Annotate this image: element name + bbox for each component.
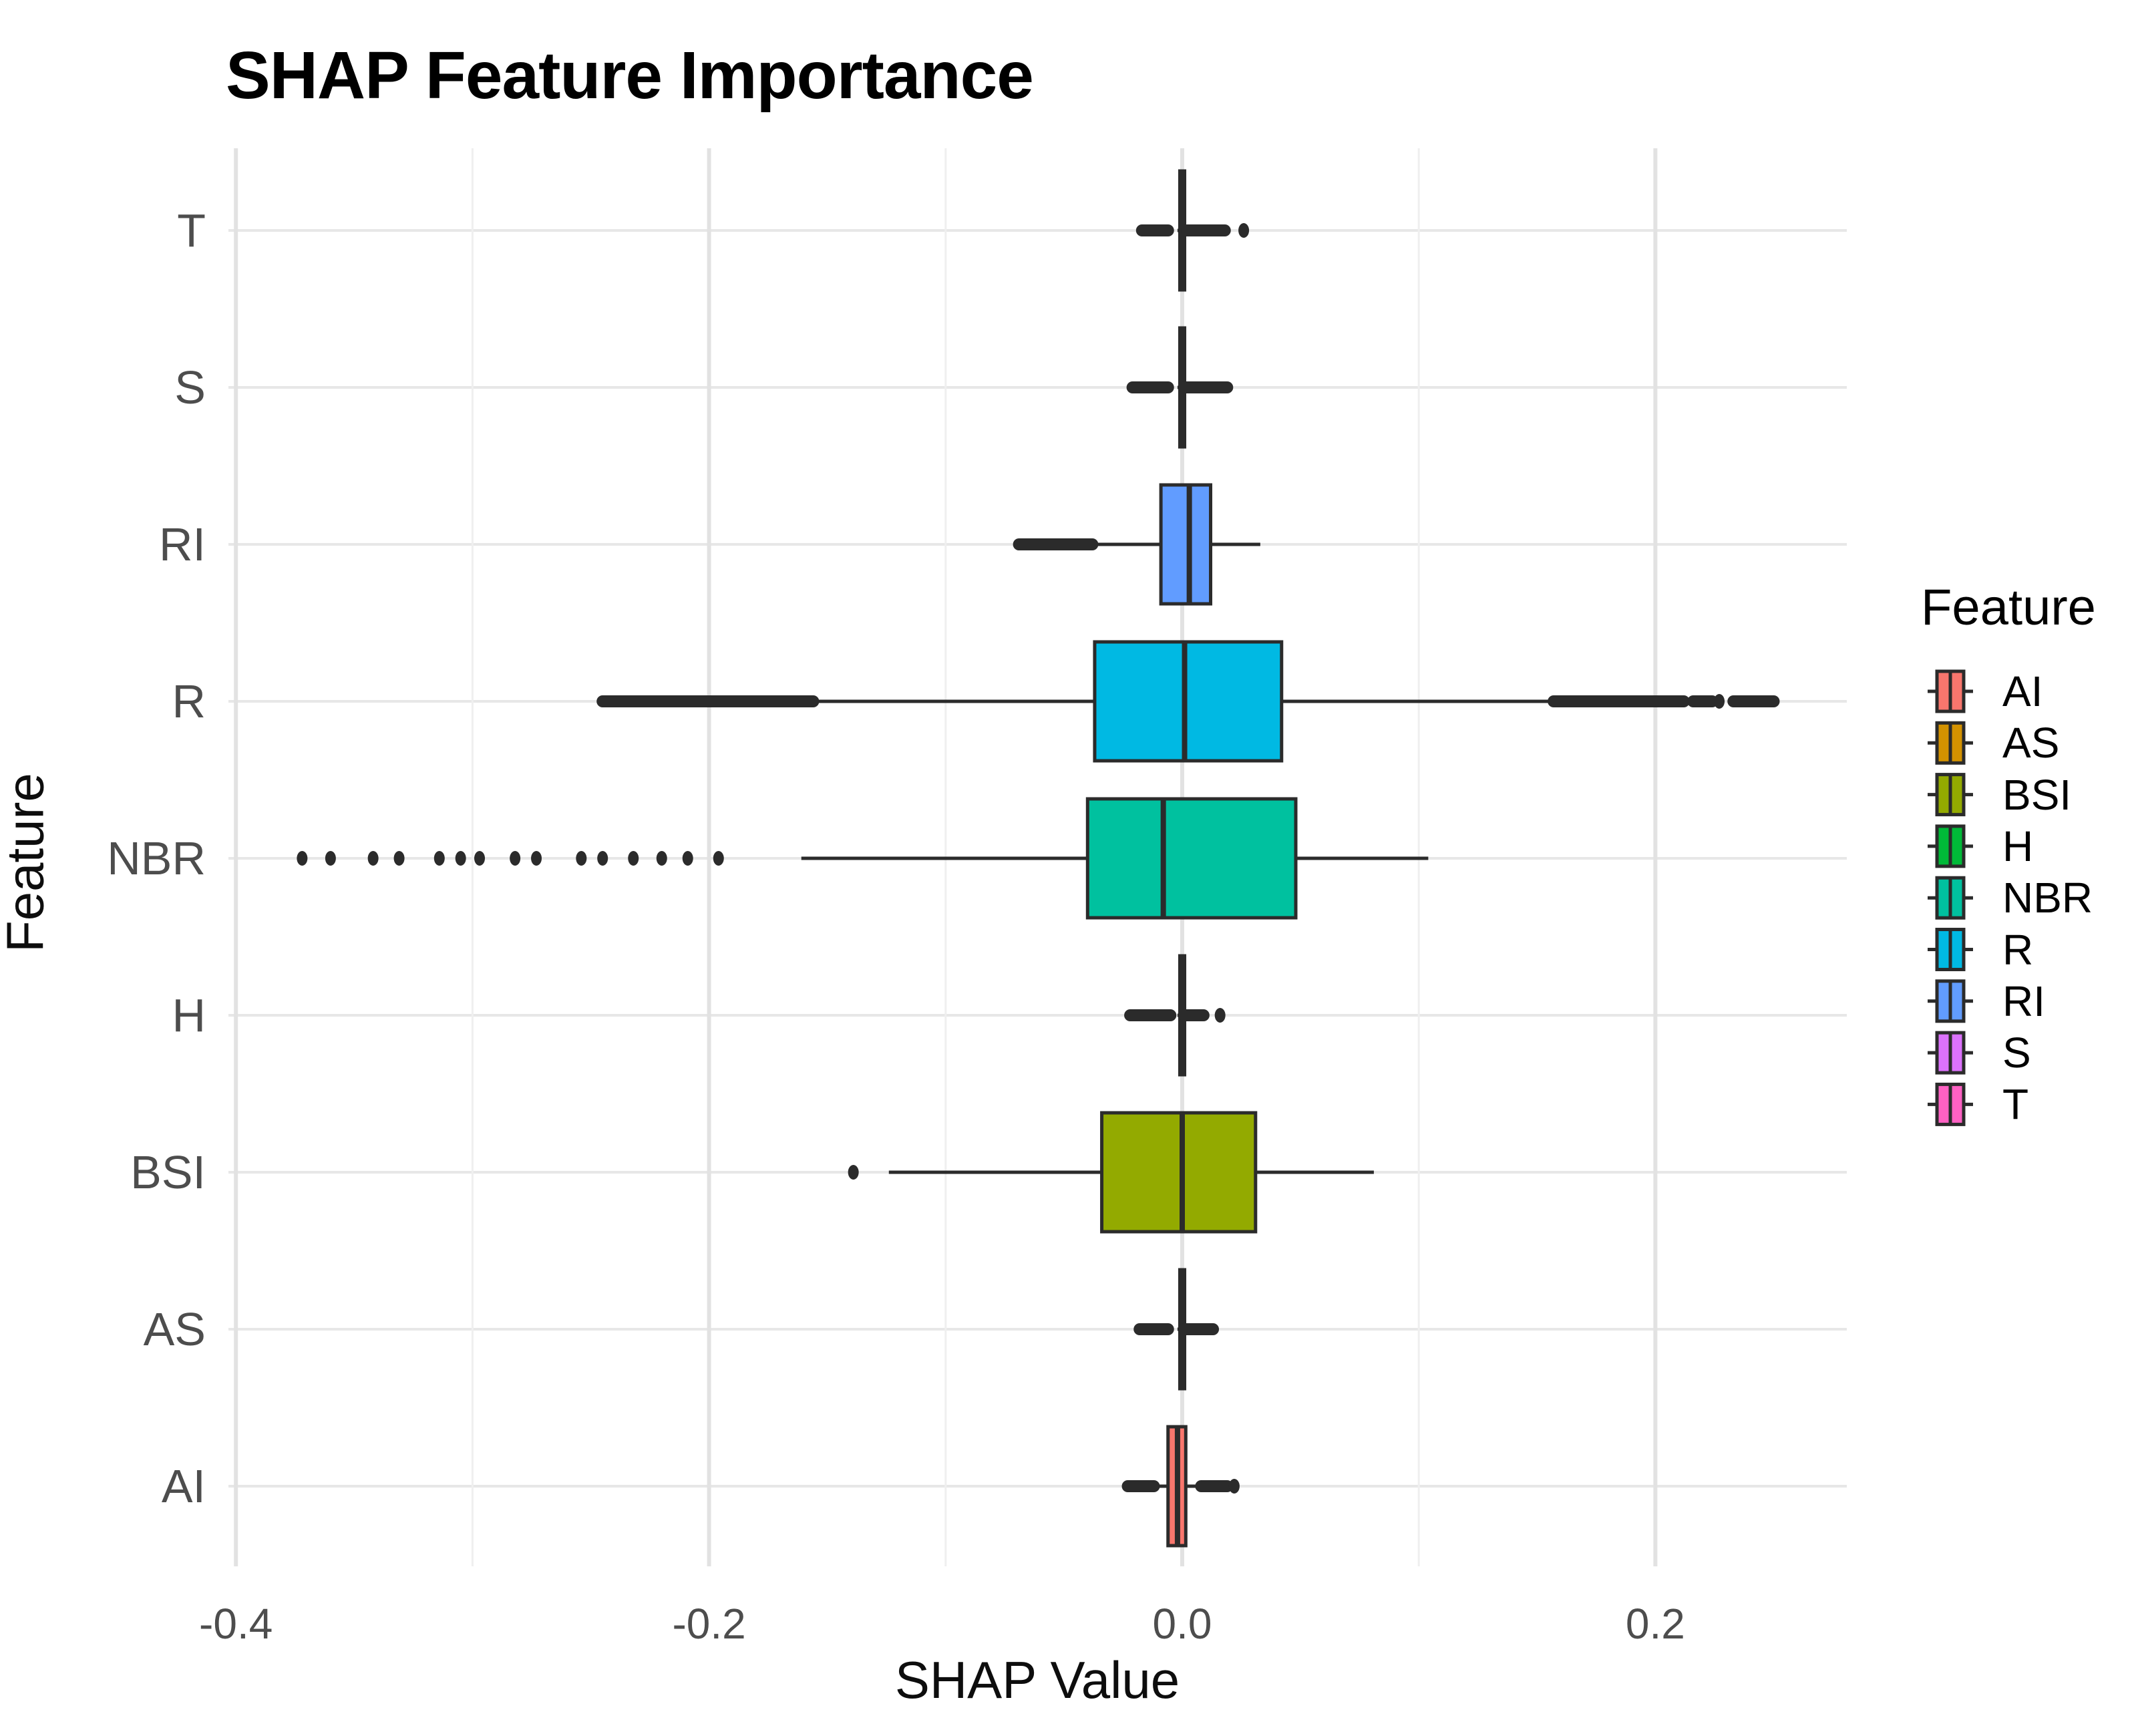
boxplot-box — [1085, 797, 1298, 920]
y-tick-label: RI — [159, 518, 206, 570]
legend-entry-label: NBR — [2002, 874, 2093, 922]
x-tick-label: -0.2 — [672, 1600, 746, 1648]
legend-entry-label: AS — [2002, 719, 2060, 767]
outlier-dot — [1714, 694, 1725, 709]
outlier-dot — [1238, 223, 1250, 238]
y-tick-label: H — [172, 989, 206, 1041]
y-tick-label: NBR — [107, 832, 206, 884]
outlier-dot — [474, 851, 486, 866]
legend-entry-label: S — [2002, 1029, 2031, 1077]
y-tick-label: R — [172, 675, 206, 727]
outlier-dot — [628, 851, 639, 866]
outlier-dot — [576, 851, 587, 866]
outlier-dot — [325, 851, 336, 866]
outlier-dot — [1228, 1479, 1240, 1494]
boxplot-box — [1093, 640, 1284, 763]
y-tick-label: T — [177, 204, 206, 256]
outlier-dot — [433, 851, 445, 866]
outlier-dot — [656, 851, 667, 866]
outlier-dot — [367, 851, 379, 866]
outlier-dot — [455, 851, 466, 866]
outlier-dot — [393, 851, 405, 866]
outlier-dot — [682, 851, 693, 866]
outlier-dot — [510, 851, 521, 866]
x-tick-label: 0.0 — [1152, 1600, 1212, 1648]
outlier-dot — [297, 851, 308, 866]
x-tick-label: -0.4 — [199, 1600, 273, 1648]
legend-title: Feature — [1921, 579, 2096, 636]
legend-entry-label: T — [2002, 1080, 2029, 1129]
boxplot-box — [1159, 483, 1213, 606]
outlier-dot — [713, 851, 724, 866]
outlier-dot — [531, 851, 542, 866]
legend-entry-label: H — [2002, 822, 2034, 870]
y-tick-label: BSI — [130, 1146, 206, 1198]
chart-title: SHAP Feature Importance — [226, 38, 1034, 113]
legend-entry-label: AI — [2002, 667, 2043, 715]
x-tick-label: 0.2 — [1625, 1600, 1685, 1648]
outlier-dot — [597, 851, 608, 866]
outlier-dot — [848, 1165, 859, 1180]
legend-entry-label: R — [2002, 925, 2034, 974]
legend-entry-label: RI — [2002, 977, 2045, 1025]
x-axis-title: SHAP Value — [894, 1651, 1180, 1709]
y-tick-label: S — [174, 361, 206, 413]
y-tick-label: AS — [143, 1303, 206, 1355]
outlier-dot — [1214, 1008, 1226, 1023]
boxplot-box — [1100, 1111, 1258, 1234]
y-tick-label: AI — [161, 1460, 206, 1512]
legend-entry-label: BSI — [2002, 770, 2072, 819]
